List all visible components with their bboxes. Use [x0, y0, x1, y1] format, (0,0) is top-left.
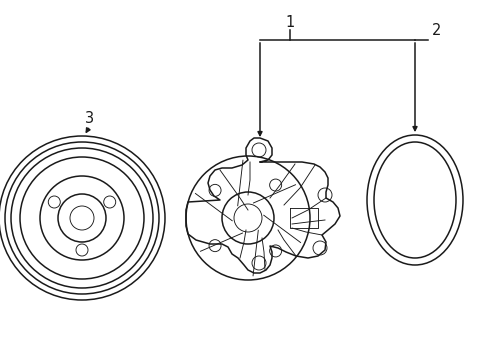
Text: 3: 3	[85, 111, 94, 126]
Text: 1: 1	[285, 14, 294, 30]
Text: 2: 2	[431, 23, 441, 37]
